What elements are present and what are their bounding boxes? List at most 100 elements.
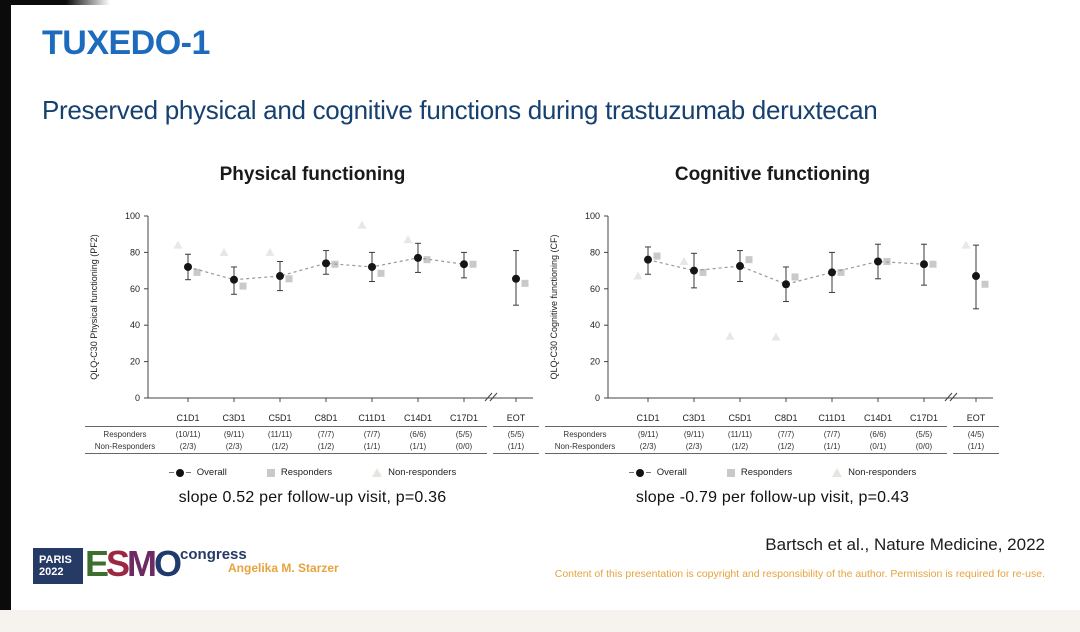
responders-marker xyxy=(745,256,753,264)
overall-legend-marker xyxy=(168,468,191,477)
table-rule xyxy=(545,453,1000,454)
non-responders-marker xyxy=(219,247,229,256)
axis-break-mark xyxy=(489,392,498,402)
citation-reference: Bartsch et al., Nature Medicine, 2022 xyxy=(765,535,1045,554)
table-row-label: Non-Responders xyxy=(94,441,156,451)
slope-annotation: slope 0.52 per follow-up visit, p=0.36 xyxy=(178,489,447,506)
logo-year-text: 2022 xyxy=(39,566,64,578)
slope-annotation: slope -0.79 per follow-up visit, p=0.43 xyxy=(635,489,910,506)
legend-label: Responders xyxy=(280,467,333,478)
responders-legend-marker xyxy=(726,468,735,477)
legend-item-overall: Overall xyxy=(628,467,687,478)
video-frame-top-edge xyxy=(0,0,110,5)
y-axis-label: QLQ-C30 Physical functioning (PF2) xyxy=(89,234,99,380)
non-responders-marker xyxy=(961,240,971,249)
overall-marker xyxy=(368,262,376,271)
responders-marker xyxy=(837,268,845,276)
slide-title: TUXEDO-1 xyxy=(42,24,210,62)
overall-marker xyxy=(512,274,520,283)
table-cell: (1/1) xyxy=(823,441,841,451)
table-cell: (5/5) xyxy=(507,429,525,439)
non-responders-legend-marker xyxy=(372,468,383,477)
table-cell: (1/2) xyxy=(777,441,795,451)
legend-label: Overall xyxy=(656,467,687,478)
overall-marker xyxy=(276,272,284,281)
legend-item-responders: Responders xyxy=(726,467,792,478)
y-tick-label: 60 xyxy=(130,284,140,294)
table-cell: (1/1) xyxy=(967,441,985,451)
visit-label: C11D1 xyxy=(818,412,846,423)
responders-marker xyxy=(699,268,707,276)
esmo-letter: O xyxy=(154,543,182,584)
table-cell: (5/5) xyxy=(455,429,473,439)
chart-plot-area: QLQ-C30 Physical functioning (PF2) 0 20 40 6… xyxy=(89,211,533,403)
esmo-letter: M xyxy=(127,543,157,584)
esmo-letter: E xyxy=(85,543,109,584)
responders-marker xyxy=(929,260,937,268)
copyright-notice: Content of this presentation is copyrigh… xyxy=(554,568,1045,580)
table-cell: (5/5) xyxy=(915,429,933,439)
visit-label: C5D1 xyxy=(268,412,292,423)
visit-label: EOT xyxy=(966,412,986,423)
y-tick-label: 20 xyxy=(130,357,140,367)
esmo-letter: S xyxy=(106,543,130,584)
non-responders-marker xyxy=(265,247,275,256)
presenter-name: Angelika M. Starzer xyxy=(228,561,339,575)
slide-subtitle: Preserved physical and cognitive functio… xyxy=(42,95,878,125)
non-responders-marker xyxy=(771,332,781,341)
non-responders-marker xyxy=(403,235,413,244)
visit-label: C8D1 xyxy=(774,412,798,423)
visit-label: C17D1 xyxy=(909,412,938,423)
table-cell: (9/11) xyxy=(683,429,705,439)
overall-marker xyxy=(874,257,882,266)
table-cell: (7/7) xyxy=(823,429,841,439)
y-tick-label: 100 xyxy=(585,211,600,221)
overall-marker xyxy=(414,253,422,262)
visit-label: C3D1 xyxy=(222,412,246,423)
table-row-label: Non-Responders xyxy=(554,441,616,451)
non-responders-marker xyxy=(357,220,367,229)
responders-legend-marker xyxy=(266,468,275,477)
table-cell: (1/2) xyxy=(271,441,289,451)
table-cell: (11/11) xyxy=(727,429,753,439)
legend-label: Non-responders xyxy=(848,467,917,478)
visit-label: C1D1 xyxy=(636,412,660,423)
non-responders-marker xyxy=(633,271,643,280)
responders-marker xyxy=(239,282,247,290)
table-cell: (1/1) xyxy=(363,441,381,451)
responders-marker xyxy=(791,273,799,281)
table-row: Non-Responders (2/3) (2/3) (1/2) (1/2) (1/1) (… xyxy=(85,440,540,452)
visit-label: C17D1 xyxy=(449,412,478,423)
overall-marker xyxy=(184,262,192,271)
visit-label: C14D1 xyxy=(403,412,432,423)
table-cell: (2/3) xyxy=(639,441,657,451)
visit-label: C1D1 xyxy=(176,412,200,423)
physical-functioning-chart-panel: Physical functioning QLQ-C30 Physical fun… xyxy=(85,158,540,507)
overall-marker xyxy=(690,266,698,275)
esmo-congress-logo: PARIS 2022 ESMO congress xyxy=(33,544,247,584)
table-cell: (7/7) xyxy=(363,429,381,439)
chart-title: Physical functioning xyxy=(219,164,406,185)
legend-label: Non-responders xyxy=(388,467,457,478)
table-cell: (9/11) xyxy=(637,429,659,439)
table-cell: (6/6) xyxy=(409,429,427,439)
responders-marker xyxy=(521,279,529,287)
table-row: Non-Responders (2/3) (2/3) (1/2) (1/2) (1/1) (… xyxy=(545,440,1000,452)
responders-marker xyxy=(285,275,293,283)
table-header-row: C1D1 C3D1 C5D1 C8D1 C11D1 C14D1 C17D1 EOT xyxy=(85,410,540,425)
legend-item-overall: Overall xyxy=(168,467,227,478)
y-tick-label: 40 xyxy=(590,320,600,330)
table-rule xyxy=(545,426,1000,427)
table-row: Responders (9/11) (9/11) (11/11) (7/7) (7/7) (… xyxy=(545,428,1000,440)
y-tick-label: 80 xyxy=(130,247,140,257)
cognitive-functioning-chart-panel: Cognitive functioning QLQ-C30 Cognitive f… xyxy=(545,158,1000,507)
table-cell: (2/3) xyxy=(225,441,243,451)
visit-count-table: C1D1 C3D1 C5D1 C8D1 C11D1 C14D1 C17D1 EOT Respon… xyxy=(85,410,540,454)
overall-legend-marker xyxy=(628,468,651,477)
table-cell: (10/11) xyxy=(175,429,201,439)
legend-item-non-responders: Non-responders xyxy=(832,467,916,478)
video-frame-bottom-strip xyxy=(0,610,1080,632)
table-cell: (7/7) xyxy=(317,429,335,439)
visit-label: EOT xyxy=(506,412,526,423)
y-tick-label: 0 xyxy=(135,393,140,403)
